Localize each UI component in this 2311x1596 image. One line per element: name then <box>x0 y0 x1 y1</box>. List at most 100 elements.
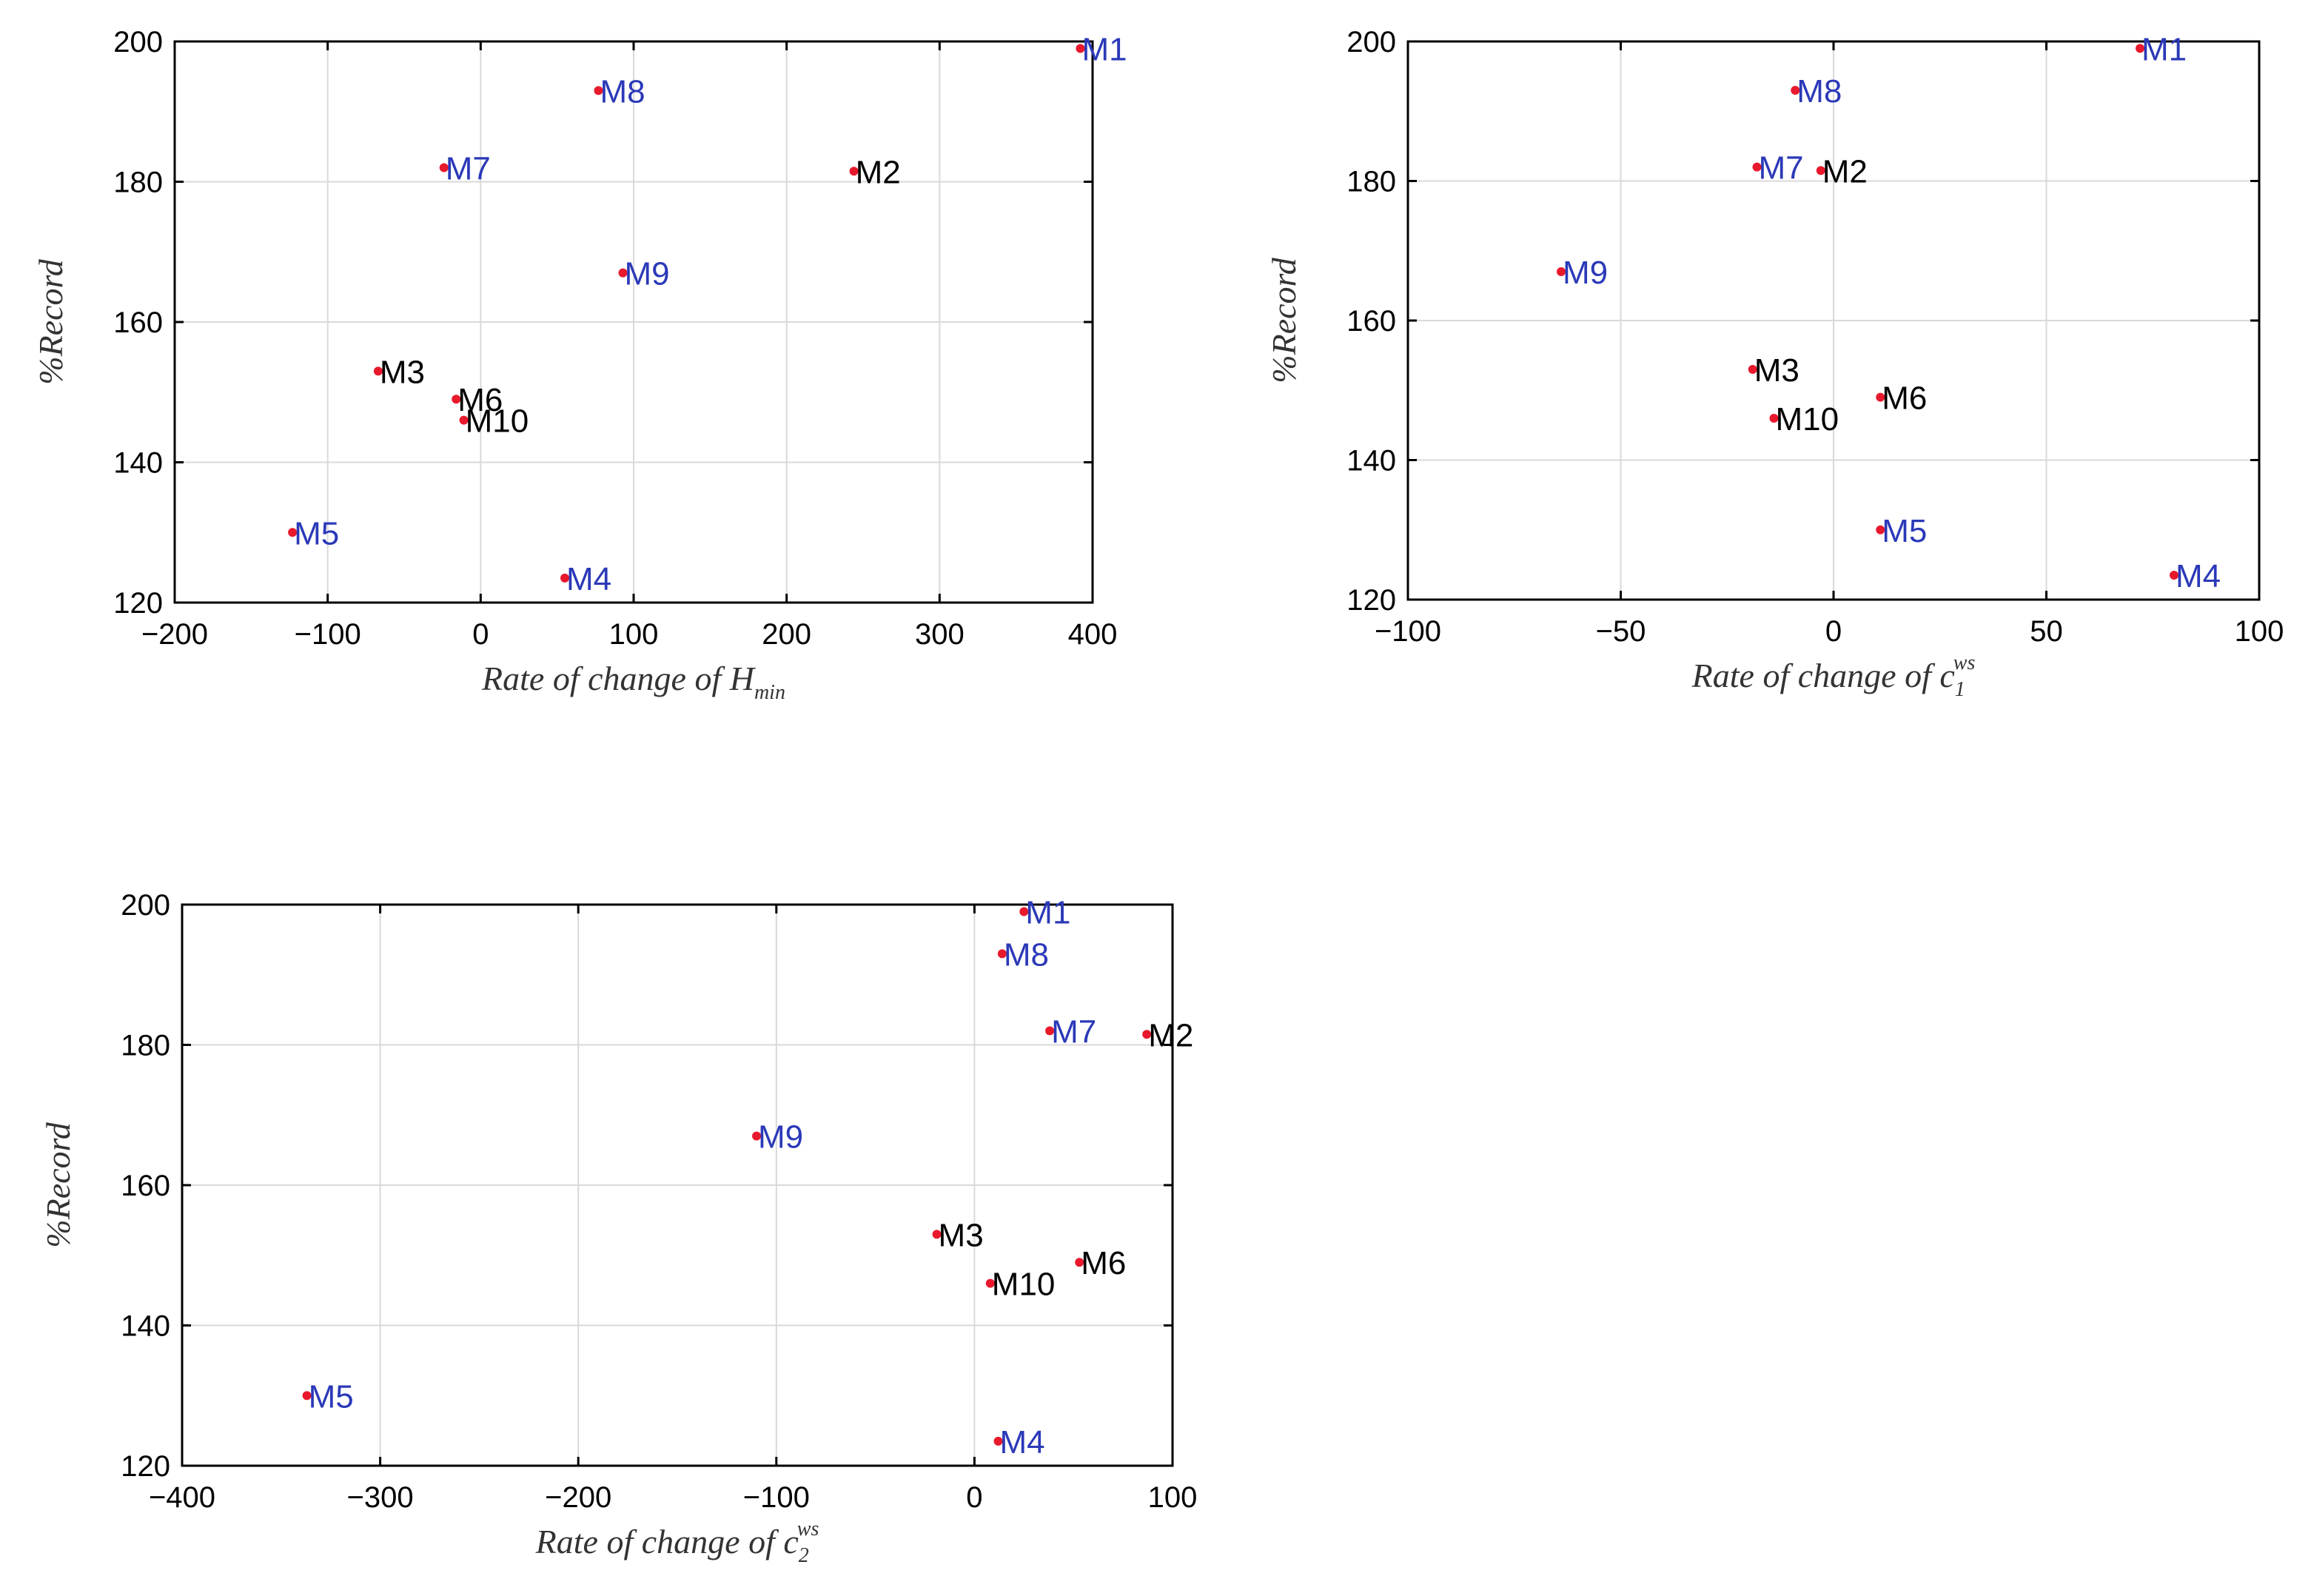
y-tick-label: 200 <box>113 26 163 58</box>
y-tick-label: 120 <box>1346 584 1396 617</box>
y-tick-label: 180 <box>113 167 163 199</box>
y-tick-label: 120 <box>121 1450 170 1483</box>
y-tick-label: 180 <box>1346 166 1396 198</box>
data-point-label: M1 <box>1025 894 1070 931</box>
x-tick-label: 100 <box>1148 1481 1198 1514</box>
data-point-marker <box>1076 44 1085 53</box>
data-point-label: M5 <box>1882 513 1927 549</box>
data-point-marker <box>1142 1030 1152 1039</box>
data-point-marker <box>1791 85 1800 95</box>
data-point-marker <box>1748 364 1757 374</box>
y-tick-label: 140 <box>1346 445 1396 477</box>
data-point-marker <box>849 167 859 176</box>
data-point-marker <box>560 573 569 583</box>
x-tick-label: 100 <box>609 618 659 651</box>
data-point-label: M1 <box>1081 31 1127 67</box>
chart-panel-2: −100 −50 0 50 100 120 140 160 180 200 Rate of chan… <box>1265 26 2284 701</box>
data-point-label: M10 <box>1776 401 1839 437</box>
data-point-marker <box>752 1131 762 1141</box>
x-tick-label: 50 <box>2030 615 2063 648</box>
data-point-label: M1 <box>2141 31 2187 67</box>
data-point-marker <box>932 1230 942 1239</box>
y-axis-label: %Record <box>39 1121 77 1247</box>
data-point-label: M10 <box>992 1267 1056 1303</box>
y-tick-label: 140 <box>113 447 163 480</box>
data-point-marker <box>1876 392 1885 402</box>
data-point-marker <box>2170 571 2178 580</box>
data-point-marker <box>1557 267 1566 277</box>
data-point-marker <box>452 395 461 404</box>
x-tick-label: 100 <box>2235 615 2284 648</box>
y-tick-label: 120 <box>113 587 163 620</box>
data-point-label: M9 <box>625 256 670 292</box>
x-tick-label: −50 <box>1596 615 1646 648</box>
data-point-label: M7 <box>446 151 491 187</box>
data-point-marker <box>1876 525 1885 534</box>
y-tick-label: 200 <box>121 889 170 922</box>
x-tick-label: 0 <box>472 618 489 651</box>
y-tick-label: 160 <box>1346 305 1396 338</box>
x-tick-label: −200 <box>545 1481 611 1514</box>
data-point-marker <box>1045 1026 1055 1036</box>
x-tick-label: −200 <box>141 618 208 651</box>
data-point-label: M4 <box>566 561 611 597</box>
data-point-label: M3 <box>939 1217 984 1253</box>
y-tick-label: 160 <box>113 306 163 339</box>
data-point-label: M5 <box>309 1378 354 1415</box>
data-point-label: M9 <box>758 1119 803 1156</box>
data-point-marker <box>459 415 469 425</box>
data-point-label: M2 <box>1822 153 1868 190</box>
x-tick-label: −100 <box>743 1481 810 1514</box>
x-tick-label: 200 <box>762 618 811 651</box>
chart-panel-1: −200 −100 0 100 200 300 400 120 140 160 180 200 Rate… <box>32 26 1127 704</box>
data-point-marker <box>594 86 603 95</box>
data-point-marker <box>1769 413 1779 423</box>
x-tick-label: −400 <box>149 1481 215 1514</box>
data-point-marker <box>985 1278 995 1288</box>
y-tick-label: 200 <box>1346 26 1396 58</box>
x-tick-label: −300 <box>347 1481 414 1514</box>
data-point-marker <box>288 528 298 537</box>
data-point-marker <box>439 163 449 172</box>
y-tick-label: 180 <box>121 1030 170 1062</box>
x-axis-label: Rate of change of c1ws <box>1691 651 1976 701</box>
data-point-marker <box>302 1391 312 1401</box>
data-point-label: M3 <box>1754 352 1800 389</box>
data-point-marker <box>1816 166 1825 175</box>
data-point-label: M8 <box>1797 73 1842 110</box>
data-point-label: M7 <box>1759 150 1804 187</box>
x-tick-label: 0 <box>1825 615 1842 648</box>
data-point-label: M3 <box>380 354 425 390</box>
y-tick-label: 140 <box>121 1310 170 1343</box>
y-axis-label: %Record <box>32 258 70 384</box>
data-point-marker <box>2136 44 2144 53</box>
x-tick-label: 400 <box>1068 618 1118 651</box>
data-point-label: M10 <box>466 403 529 440</box>
data-point-marker <box>1752 162 1762 172</box>
x-axis-label: Rate of change of c2ws <box>535 1518 819 1567</box>
data-point-label: M8 <box>600 73 645 110</box>
data-point-marker <box>1075 1258 1084 1267</box>
data-point-marker <box>1019 907 1029 916</box>
data-point-label: M5 <box>294 515 339 551</box>
data-point-label: M2 <box>856 154 901 190</box>
data-point-label: M6 <box>457 382 503 418</box>
data-point-label: M6 <box>1882 380 1927 417</box>
x-tick-label: −100 <box>1375 615 1441 648</box>
data-point-marker <box>993 1436 1003 1446</box>
data-point-label: M4 <box>2176 558 2221 594</box>
x-axis-label: Rate of change of Hmin <box>481 660 785 704</box>
x-tick-label: −100 <box>295 618 361 651</box>
data-point-label: M4 <box>1000 1424 1045 1461</box>
data-point-label: M9 <box>1563 255 1608 291</box>
chart-panel-3: −400 −300 −200 −100 0 100 120 140 160 180 200 Rate … <box>39 889 1197 1567</box>
data-point-label: M8 <box>1004 936 1049 973</box>
y-axis-label: %Record <box>1265 257 1303 383</box>
data-point-marker <box>618 268 628 278</box>
data-point-marker <box>997 949 1007 959</box>
data-point-label: M6 <box>1081 1245 1126 1281</box>
x-tick-label: 0 <box>966 1481 982 1514</box>
data-point-label: M2 <box>1148 1017 1193 1053</box>
y-tick-label: 160 <box>121 1170 170 1202</box>
